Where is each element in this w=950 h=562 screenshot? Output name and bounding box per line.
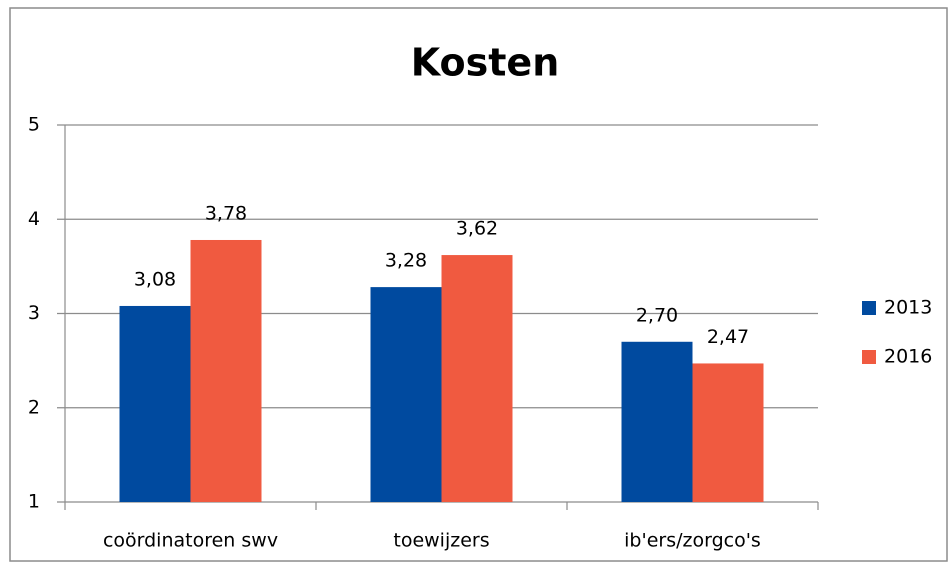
legend-swatch bbox=[862, 301, 876, 315]
bar bbox=[441, 255, 513, 502]
y-tick-label: 4 bbox=[28, 208, 40, 230]
x-tick-label: ib'ers/zorgco's bbox=[624, 530, 761, 552]
y-tick-label: 3 bbox=[28, 302, 40, 324]
legend-label: 2016 bbox=[884, 346, 932, 368]
legend-swatch bbox=[862, 350, 876, 364]
value-label: 3,78 bbox=[205, 202, 247, 224]
bar bbox=[190, 239, 262, 503]
y-tick-label: 5 bbox=[28, 114, 40, 136]
bar bbox=[621, 341, 693, 502]
legend-label: 2013 bbox=[884, 297, 932, 319]
value-label: 3,28 bbox=[385, 250, 427, 272]
chart-title: Kosten bbox=[411, 41, 560, 85]
x-tick-label: coördinatoren swv bbox=[103, 530, 278, 552]
bar bbox=[692, 363, 764, 502]
x-tick-label: toewijzers bbox=[393, 530, 489, 552]
y-tick-label: 2 bbox=[28, 396, 40, 418]
bar bbox=[119, 305, 191, 502]
bar bbox=[370, 287, 442, 502]
chart-frame bbox=[9, 7, 948, 562]
value-label: 3,62 bbox=[456, 218, 498, 240]
value-label: 3,08 bbox=[134, 268, 176, 290]
value-label: 2,70 bbox=[636, 304, 678, 326]
y-tick-label: 1 bbox=[28, 491, 40, 513]
value-label: 2,47 bbox=[707, 326, 749, 348]
